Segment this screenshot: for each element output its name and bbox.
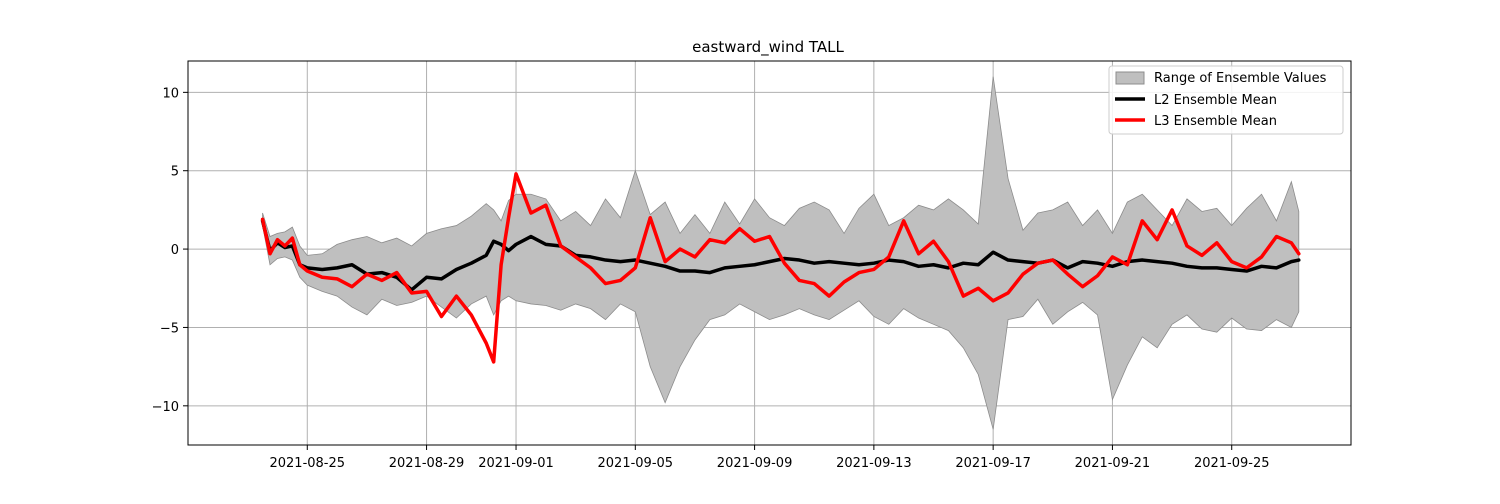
y-tick-label: 10	[162, 86, 179, 101]
y-tick-label: 5	[171, 165, 179, 180]
y-tick-label: −10	[152, 400, 179, 415]
y-tick-label: −5	[160, 321, 179, 336]
chart-legend: Range of Ensemble Values L2 Ensemble Mea…	[1108, 65, 1344, 135]
x-tick-label: 2021-09-25	[1194, 456, 1270, 471]
x-tick-label: 2021-08-29	[389, 456, 465, 471]
x-tick-label: 2021-09-13	[836, 456, 912, 471]
plot-frame	[187, 60, 1352, 446]
legend-label-l2: L2 Ensemble Mean	[1154, 93, 1277, 108]
y-tick-label: 0	[171, 243, 179, 258]
ensemble-mean-lines	[260, 172, 1301, 364]
legend-label-range: Range of Ensemble Values	[1154, 71, 1327, 86]
legend-box	[1108, 65, 1344, 135]
l3-ensemble-mean-line	[260, 172, 1301, 364]
x-tick-label: 2021-09-21	[1075, 456, 1151, 471]
x-tick-label: 2021-09-05	[598, 456, 674, 471]
x-tick-label: 2021-09-01	[478, 456, 554, 471]
x-tick-label: 2021-09-09	[717, 456, 793, 471]
x-tick-label: 2021-09-17	[955, 456, 1031, 471]
y-axis-ticks: 10 5 0 −5 −10	[152, 86, 188, 415]
x-axis-ticks: 2021-08-25 2021-08-29 2021-09-01 2021-09-05…	[269, 445, 1270, 471]
x-tick-label: 2021-08-25	[269, 456, 345, 471]
legend-label-l3: L3 Ensemble Mean	[1154, 114, 1277, 129]
legend-swatch-range	[1115, 71, 1145, 85]
chart-title: eastward_wind TALL	[692, 38, 844, 57]
